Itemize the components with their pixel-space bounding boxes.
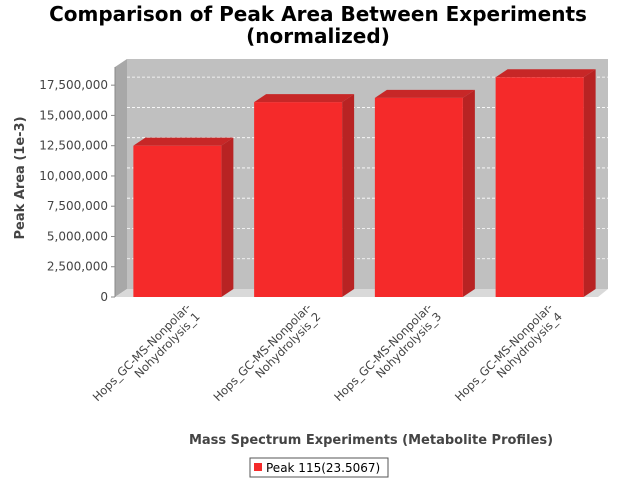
x-tick-label: Hops_GC-MS-Nonpolar-Nohydrolysis_1 (90, 300, 203, 413)
bar (495, 69, 596, 297)
bar-side (342, 94, 355, 298)
legend: Peak 115(23.5067) (249, 457, 389, 478)
bar-top (495, 69, 596, 78)
x-tick-label-line: Hops_GC-MS-Nonpolar- (331, 300, 435, 404)
y-axis-label: Peak Area (1e-3) (13, 116, 28, 239)
bar (254, 94, 355, 298)
x-tick-label-line: Hops_GC-MS-Nonpolar- (210, 300, 314, 404)
y-tick-label: 15,000,000 (39, 108, 108, 122)
plot-side-wall (115, 59, 127, 297)
legend-box (249, 457, 389, 478)
chart-title-line-1: Comparison of Peak Area Between Experime… (49, 2, 587, 26)
bar-front (133, 145, 222, 297)
bar-side (462, 89, 475, 297)
legend-entry: Peak 115(23.5067) (266, 461, 380, 475)
bar-front (495, 77, 584, 297)
y-axis-ticks: 0 2,500,000 5,000,000 7,500,000 10,000,000 12… (39, 67, 608, 304)
bars (133, 69, 596, 298)
bar-top (254, 94, 355, 103)
x-tick-label: Hops_GC-MS-Nonpolar-Nohydrolysis_4 (452, 300, 565, 413)
bar-side (221, 137, 234, 297)
bar (133, 137, 234, 297)
y-tick-label: 0 (100, 290, 108, 304)
x-tick-label-line: Hops_GC-MS-Nonpolar- (452, 300, 556, 404)
bar (374, 89, 475, 297)
y-tick-label: 5,000,000 (47, 229, 108, 243)
chart-title-line-2: (normalized) (246, 24, 390, 48)
y-tick-label: 7,500,000 (47, 199, 108, 213)
bar-top (374, 89, 475, 98)
x-axis-label: Mass Spectrum Experiments (Metabolite Pr… (189, 433, 553, 448)
plot-floor (115, 289, 608, 297)
bar-top (133, 137, 234, 146)
x-tick-label: Hops_GC-MS-Nonpolar-Nohydrolysis_3 (331, 300, 444, 413)
x-axis-categories: Hops_GC-MS-Nonpolar-Nohydrolysis_1 Hops_G… (90, 300, 565, 413)
bar-front (254, 102, 343, 298)
x-tick-label: Hops_GC-MS-Nonpolar-Nohydrolysis_2 (210, 300, 323, 413)
y-tick-label: 2,500,000 (47, 260, 108, 274)
y-tick-label: 10,000,000 (39, 169, 108, 183)
bar-side (583, 69, 596, 297)
legend-swatch (254, 463, 262, 471)
bar-front (374, 97, 463, 297)
y-tick-label: 12,500,000 (39, 139, 108, 153)
x-tick-label-line: Hops_GC-MS-Nonpolar- (90, 300, 194, 404)
y-tick-label: 17,500,000 (39, 78, 108, 92)
